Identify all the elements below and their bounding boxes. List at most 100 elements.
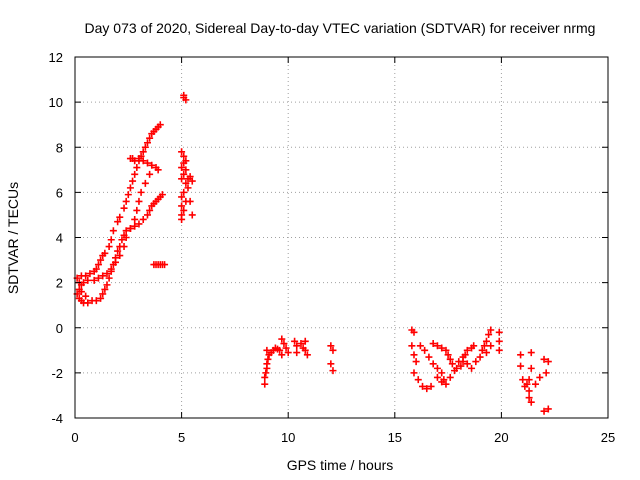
data-point	[180, 94, 188, 102]
data-point	[148, 161, 156, 169]
data-point	[109, 227, 117, 235]
data-point	[544, 358, 552, 366]
data-point	[303, 351, 311, 359]
data-point	[425, 353, 433, 361]
data-point	[99, 272, 107, 280]
data-point	[97, 256, 105, 264]
data-point	[94, 274, 102, 282]
data-point	[180, 188, 188, 196]
data-point	[146, 170, 154, 178]
y-tick-label: -2	[51, 366, 63, 381]
data-point	[133, 206, 141, 214]
data-point	[135, 197, 143, 205]
data-point	[327, 360, 335, 368]
data-point	[114, 218, 122, 226]
data-point	[455, 358, 463, 366]
data-point	[103, 270, 111, 278]
y-tick-label: 2	[56, 276, 63, 291]
data-point	[146, 206, 154, 214]
data-point	[457, 362, 465, 370]
data-point	[278, 335, 286, 343]
data-point	[523, 380, 531, 388]
data-point	[419, 382, 427, 390]
x-tick-label: 10	[281, 430, 295, 445]
data-point	[82, 292, 90, 300]
data-point	[487, 342, 495, 350]
data-point	[139, 215, 147, 223]
data-point	[178, 215, 186, 223]
data-point	[184, 184, 192, 192]
data-point	[463, 360, 471, 368]
data-point	[297, 340, 305, 348]
data-point	[264, 355, 272, 363]
y-tick-label: -4	[51, 411, 63, 426]
data-point	[410, 328, 418, 336]
data-point	[438, 344, 446, 352]
y-tick-label: 8	[56, 140, 63, 155]
data-point	[482, 337, 490, 345]
data-point	[446, 373, 454, 381]
data-point	[99, 290, 107, 298]
data-point	[544, 405, 552, 413]
data-point	[291, 337, 299, 345]
data-point	[182, 179, 190, 187]
data-point	[126, 184, 134, 192]
data-point	[284, 349, 292, 357]
ticks-layer: 0 5 10 15 20 25 -4 -2 0 2 4 6 8 10 12	[49, 50, 616, 445]
data-point	[412, 358, 420, 366]
data-point	[101, 249, 109, 257]
data-point	[427, 382, 435, 390]
data-point	[188, 211, 196, 219]
data-point	[141, 143, 149, 151]
data-point	[116, 252, 124, 260]
data-point	[459, 353, 467, 361]
data-point	[542, 369, 550, 377]
data-point	[84, 276, 92, 284]
plot-frame	[74, 56, 609, 419]
data-point	[540, 355, 548, 363]
data-point	[527, 349, 535, 357]
data-point	[327, 342, 335, 350]
data-point	[141, 179, 149, 187]
data-point	[107, 265, 115, 273]
data-point	[527, 364, 535, 372]
data-point	[182, 166, 190, 174]
data-point	[487, 326, 495, 334]
data-point	[280, 340, 288, 348]
data-point	[139, 148, 147, 156]
data-point	[143, 211, 151, 219]
data-point	[517, 351, 525, 359]
data-point	[525, 394, 533, 402]
data-point	[105, 243, 113, 251]
data-point	[143, 139, 151, 147]
y-tick-label: 0	[56, 321, 63, 336]
data-point	[416, 342, 424, 350]
x-tick-label: 5	[178, 430, 185, 445]
data-point	[120, 204, 128, 212]
data-point	[112, 258, 120, 266]
data-point	[480, 342, 488, 350]
data-point	[263, 360, 271, 368]
y-tick-label: 6	[56, 185, 63, 200]
data-point	[278, 351, 286, 359]
data-point	[154, 166, 162, 174]
data-point	[519, 376, 527, 384]
data-point	[122, 234, 130, 241]
data-point	[156, 121, 164, 129]
data-point	[276, 346, 284, 354]
data-point	[470, 342, 478, 350]
data-point	[536, 373, 544, 381]
data-point	[410, 369, 418, 377]
data-point	[262, 369, 270, 377]
y-tick-label: 12	[49, 50, 63, 65]
data-point	[178, 202, 186, 210]
data-point	[527, 398, 535, 406]
x-tick-label: 20	[494, 430, 508, 445]
data-point	[178, 193, 186, 201]
data-point	[105, 274, 113, 282]
data-point	[77, 281, 85, 289]
data-point	[135, 155, 143, 163]
data-point	[293, 342, 301, 350]
